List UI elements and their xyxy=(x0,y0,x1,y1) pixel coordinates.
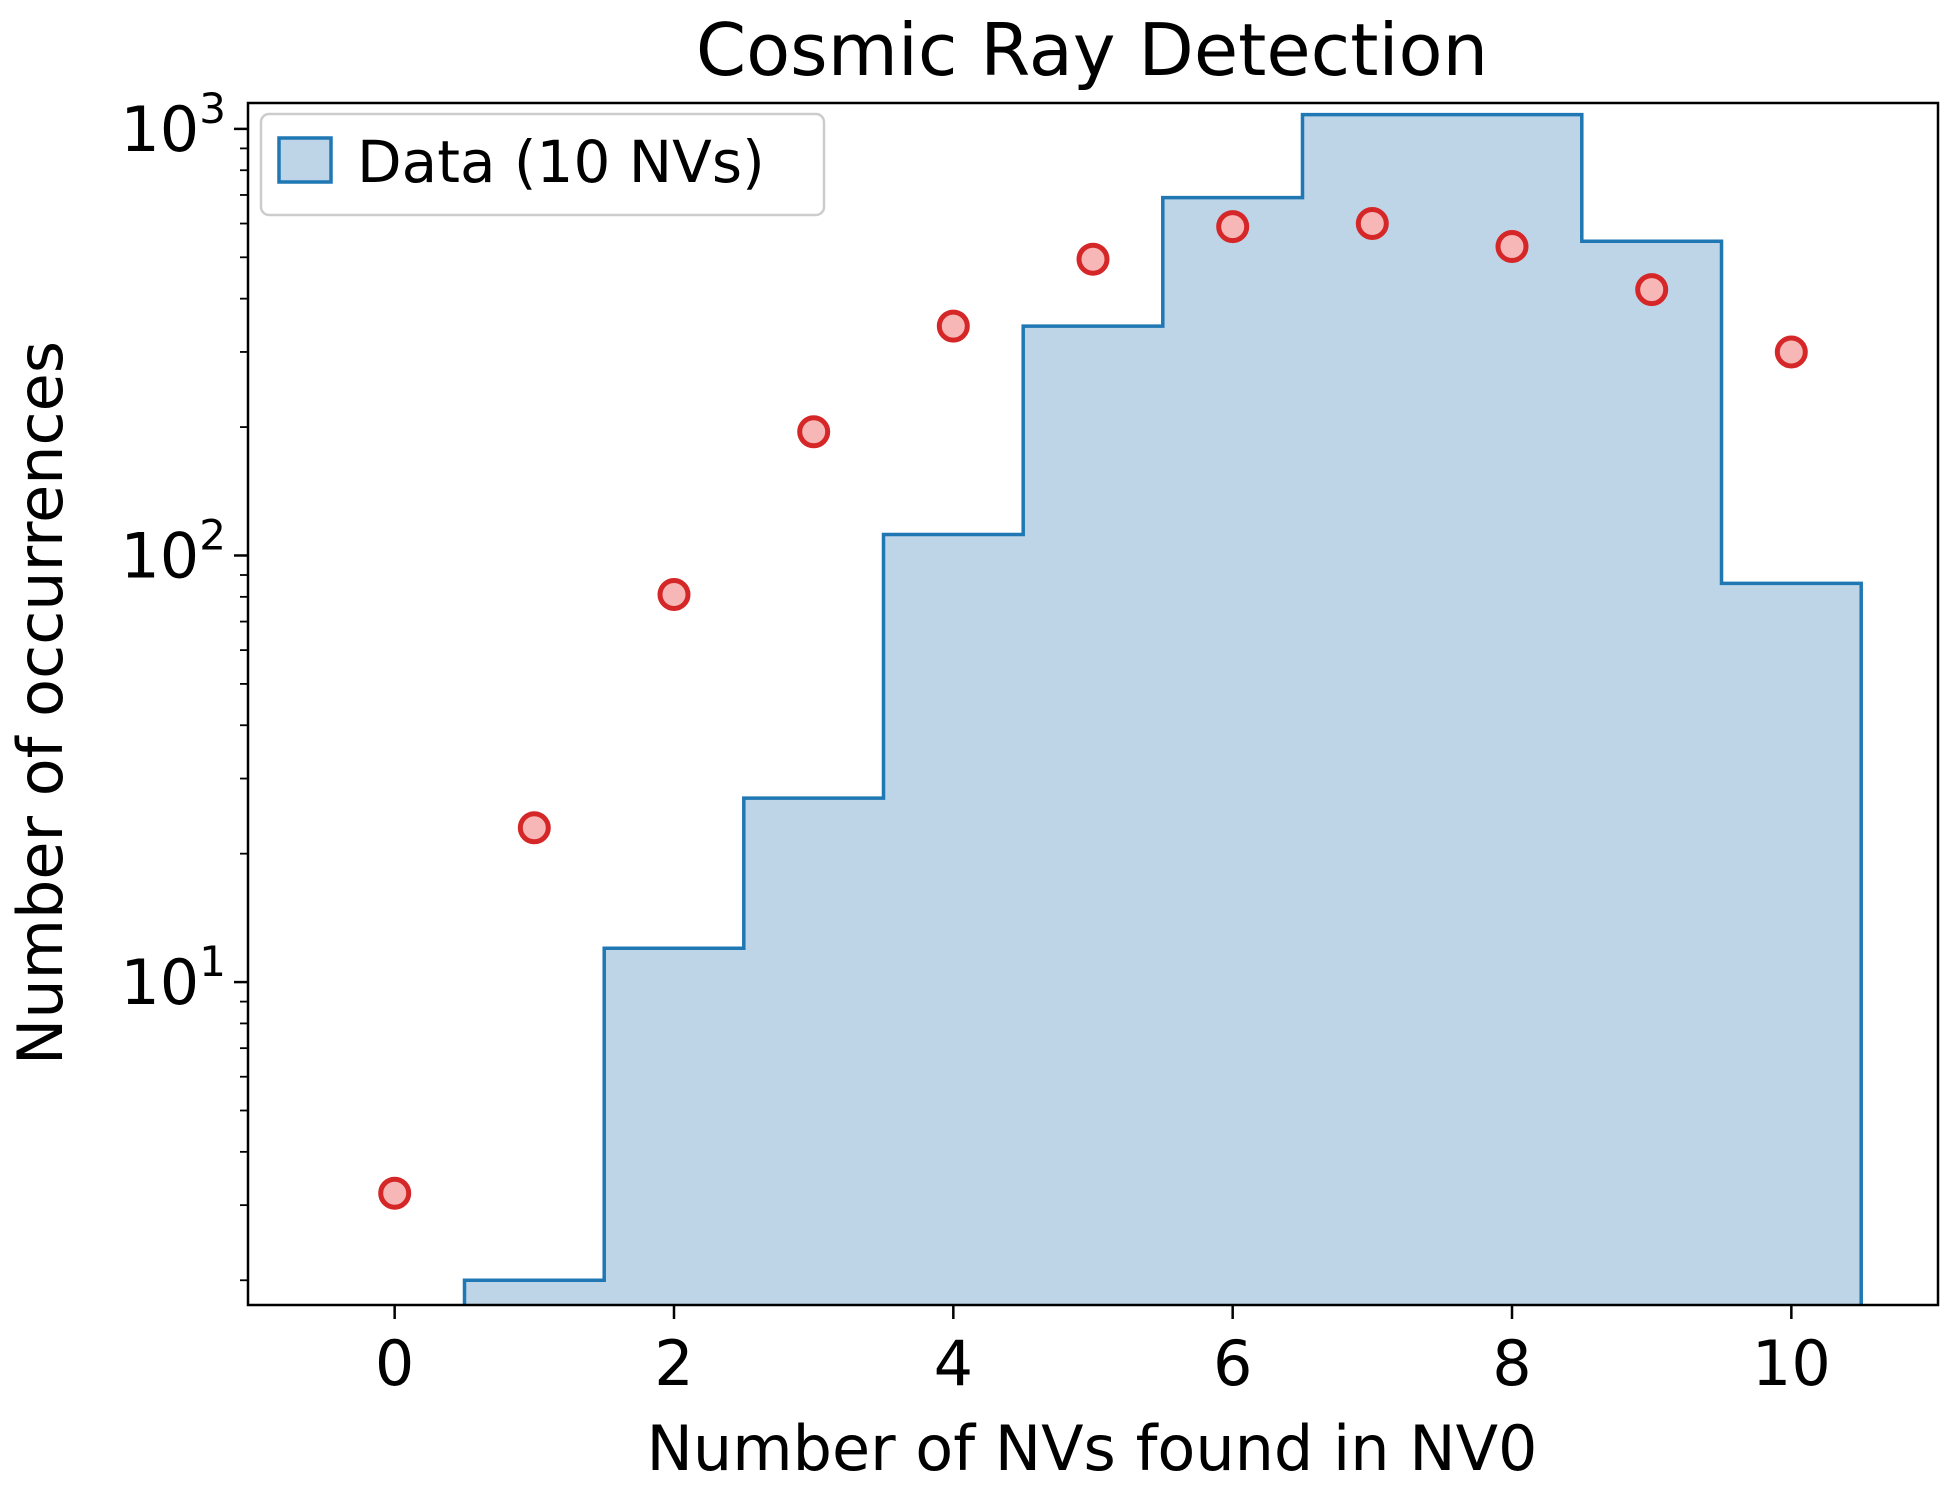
plot-area: 0 2 4 6 8 10 101 102 103 Data (10 NVs) xyxy=(120,84,1940,1400)
data-point xyxy=(378,1176,412,1210)
y-axis-label: Number of occurrences xyxy=(4,341,77,1065)
y-tick-label: 103 xyxy=(120,84,226,166)
x-axis-label: Number of NVs found in NV0 xyxy=(647,1412,1538,1485)
x-tick-label: 10 xyxy=(1752,1327,1831,1400)
y-tick-label: 102 xyxy=(120,510,226,592)
chart-title: Cosmic Ray Detection xyxy=(696,8,1488,92)
y-tick-label: 101 xyxy=(120,937,226,1019)
data-point xyxy=(1076,242,1110,276)
data-point xyxy=(797,415,831,449)
data-point xyxy=(657,578,691,611)
x-tick-label: 2 xyxy=(654,1327,693,1400)
data-point xyxy=(1635,273,1669,307)
x-tick-label: 8 xyxy=(1492,1327,1531,1400)
legend-swatch xyxy=(277,136,333,184)
axes-frame xyxy=(246,101,1940,1307)
data-point xyxy=(936,309,970,343)
x-tick-label: 6 xyxy=(1213,1327,1252,1400)
data-point xyxy=(1216,210,1250,244)
data-point xyxy=(1355,207,1389,240)
histogram-outline xyxy=(462,112,1863,1305)
histogram-fill xyxy=(464,114,1862,1306)
x-tick-label: 0 xyxy=(375,1327,414,1400)
legend-box xyxy=(259,112,826,217)
x-tick-label: 4 xyxy=(934,1327,973,1400)
data-point xyxy=(1774,335,1808,369)
data-point xyxy=(517,811,551,845)
legend: Data (10 NVs) xyxy=(259,112,826,217)
legend-label: Data (10 NVs) xyxy=(357,128,765,196)
data-point xyxy=(1495,230,1529,263)
